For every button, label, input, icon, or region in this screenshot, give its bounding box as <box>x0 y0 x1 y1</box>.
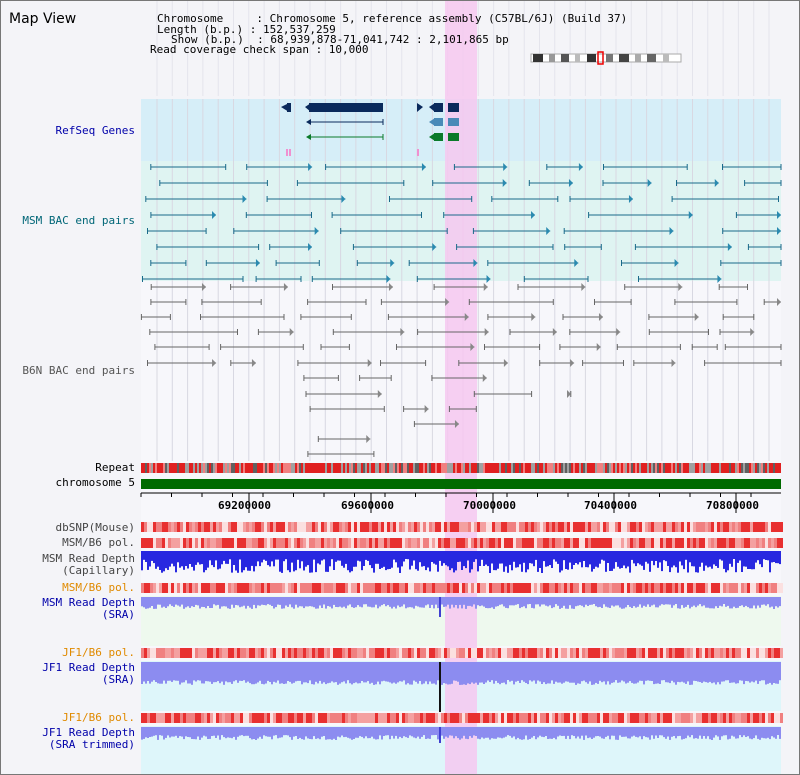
polymorphism-tracks[interactable] <box>141 522 783 723</box>
length-info: Length (b.p.) : 152,537,259 <box>157 23 336 36</box>
track-label-msm-b6-pol[interactable]: MSM/B6 pol. <box>62 536 135 549</box>
position-axis <box>140 492 781 513</box>
chromosome-bar[interactable] <box>141 479 781 489</box>
track-label-chromosome[interactable]: chromosome 5 <box>55 476 135 489</box>
track-label-jf1-b6-pol[interactable]: JF1/B6 pol. <box>62 646 135 659</box>
track-label-msm-bac[interactable]: MSM BAC end pairs <box>22 214 135 227</box>
repeat-track[interactable] <box>141 463 781 473</box>
axis-tick-label: 69200000 <box>218 499 271 512</box>
read-depth-tracks[interactable] <box>141 551 781 743</box>
selected-region-highlight <box>445 1 477 774</box>
axis-tick-label: 70000000 <box>463 499 516 512</box>
track-label-jf1-depth-sra[interactable]: JF1 Read Depth <box>42 661 135 674</box>
track-label-repeat[interactable]: Repeat <box>95 461 135 474</box>
axis-tick-label: 69600000 <box>341 499 394 512</box>
track-label-jf1-b6-pol-2[interactable]: JF1/B6 pol. <box>62 711 135 724</box>
coverage-span-info: Read coverage check span : 10,000 <box>150 43 369 56</box>
track-label-msm-depth-sra[interactable]: MSM Read Depth <box>42 596 135 609</box>
axis-tick-label: 70800000 <box>706 499 759 512</box>
track-label-jf1-depth-sra-sub: (SRA) <box>101 673 135 686</box>
track-label-jf1-depth-trim[interactable]: JF1 Read Depth <box>42 726 135 739</box>
track-label-msm-depth-sra-sub: (SRA) <box>101 608 135 621</box>
track-label-b6n-bac[interactable]: B6N BAC end pairs <box>22 364 135 377</box>
chromosome-info: Chromosome : Chromosome 5, reference ass… <box>157 12 628 25</box>
track-label-jf1-depth-trim-sub: (SRA trimmed) <box>48 738 135 751</box>
b6n-bac-end-pairs[interactable] <box>140 283 782 457</box>
track-label-msm-depth-cap-sub: (Capillary) <box>62 564 135 577</box>
track-label-refseq[interactable]: RefSeq Genes <box>55 124 135 137</box>
axis-tick-label: 70400000 <box>584 499 637 512</box>
chromosome-ideogram[interactable] <box>530 51 682 65</box>
track-label-dbsnp[interactable]: dbSNP(Mouse) <box>55 521 135 534</box>
track-label-msm-b6-pol-2[interactable]: MSM/B6 pol. <box>62 581 135 594</box>
msm-bac-end-pairs[interactable] <box>142 163 782 283</box>
refseq-genes[interactable] <box>281 103 459 156</box>
track-label-msm-depth-cap[interactable]: MSM Read Depth <box>42 552 135 565</box>
show-range-info: Show (b.p.) : 68,939,878-71,041,742 : 2,… <box>171 33 509 46</box>
page-title: Map View <box>9 11 77 27</box>
